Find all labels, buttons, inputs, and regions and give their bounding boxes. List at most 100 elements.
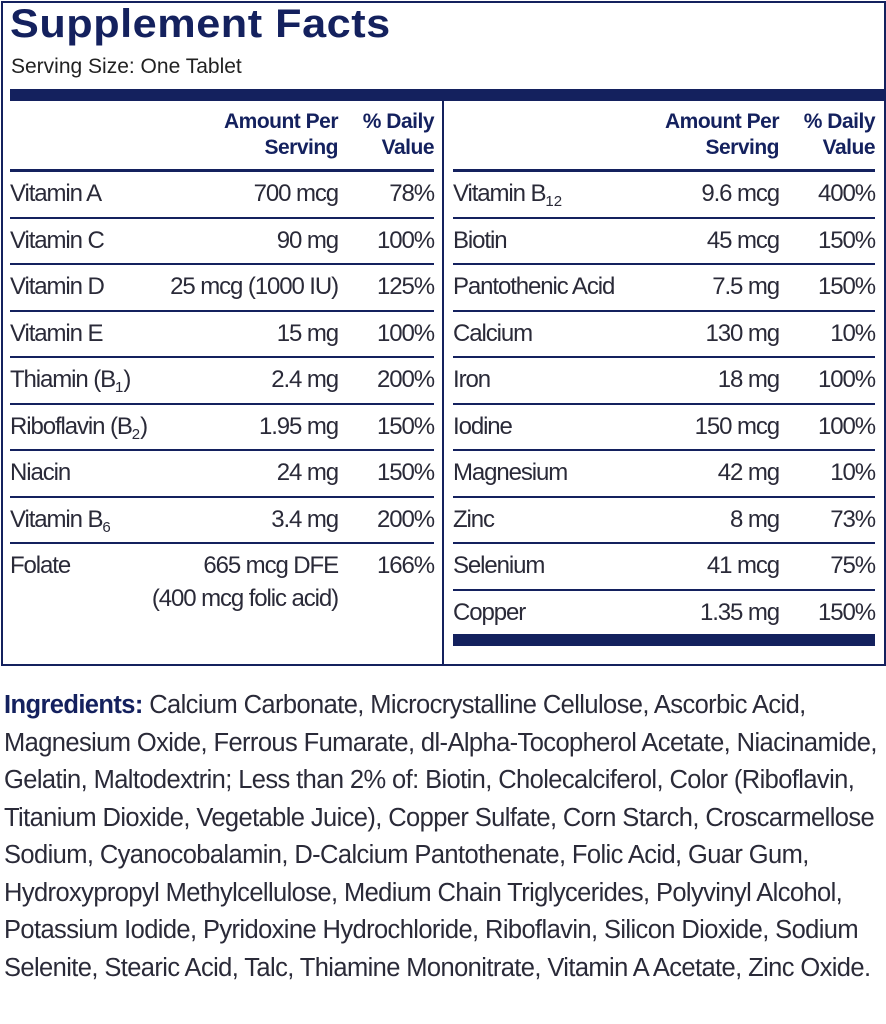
table-row: Vitamin B6 3.4 mg 200%: [10, 498, 435, 544]
nutrient-name-suffix: ): [140, 412, 148, 440]
nutrient-name: Vitamin A: [10, 172, 102, 216]
nutrient-name: Niacin: [10, 451, 71, 495]
amount-header-line2: Serving: [705, 136, 779, 159]
nutrient-name: Folate: [10, 544, 71, 588]
ingredients-section: Ingredients: Calcium Carbonate, Microcry…: [4, 687, 886, 987]
daily-value: 75%: [830, 552, 876, 579]
daily-value: 73%: [830, 505, 876, 533]
amount-per-serving: 25 mcg (1000 IU): [170, 273, 339, 300]
amount-per-serving: 665 mcg DFE: [203, 552, 339, 579]
amount-per-serving: 1.95 mg: [258, 412, 339, 440]
nutrient-name-text: Iodine: [453, 412, 513, 440]
amount-header-line2: Serving: [264, 136, 338, 159]
right-nutrient-table: Amount Per Serving % Daily Value Vitamin B12…: [453, 101, 876, 636]
nutrient-name: Vitamin B12: [453, 172, 562, 224]
table-row: Copper 1.35 mg 150%: [453, 591, 876, 636]
table-row: Magnesium 42 mg 10%: [453, 451, 876, 498]
nutrient-name: Iron: [453, 358, 491, 402]
nutrient-name: Selenium: [453, 544, 545, 588]
nutrient-name-text: Vitamin B: [10, 505, 103, 533]
amount-per-serving: 8 mg: [730, 505, 780, 533]
amount-header-line1: Amount Per: [664, 110, 780, 133]
table-row: Vitamin E 15 mg 100%: [10, 312, 435, 358]
table-header: Amount Per Serving % Daily Value: [10, 101, 435, 172]
nutrient-name-text: Vitamin D: [10, 273, 105, 300]
amount-per-serving: 41 mcg: [706, 552, 780, 579]
nutrient-name-text: Iron: [453, 366, 491, 393]
table-row: Zinc 8 mg 73%: [453, 498, 876, 544]
nutrient-name-text: Zinc: [453, 505, 495, 533]
nutrient-name-text: Copper: [453, 598, 526, 626]
table-row: Vitamin C 90 mg 100%: [10, 219, 435, 265]
table-row: Vitamin D 25 mcg (1000 IU) 125%: [10, 265, 435, 312]
nutrient-subscript: 2: [131, 425, 141, 443]
amount-header: Amount Per Serving: [664, 109, 780, 161]
nutrient-subscript: 1: [115, 379, 124, 396]
nutrient-name: Vitamin B6: [10, 498, 111, 550]
dv-header-line2: Value: [381, 136, 435, 159]
ingredients-text: Calcium Carbonate, Microcrystalline Cell…: [4, 691, 877, 982]
daily-value: 400%: [818, 180, 876, 207]
amount-per-serving: 24 mg: [276, 459, 339, 486]
nutrient-name: Vitamin C: [10, 219, 105, 263]
daily-value: 200%: [377, 366, 435, 393]
nutrient-name-text: Pantothenic Acid: [453, 273, 615, 300]
nutrient-name-text: Vitamin B: [453, 180, 546, 207]
page-title: Supplement Facts: [10, 2, 391, 46]
nutrient-name-text: Vitamin C: [10, 226, 105, 254]
supplement-facts-panel: [1, 1, 886, 666]
ingredients-label: Ingredients:: [4, 691, 143, 719]
nutrient-name-text: Biotin: [453, 226, 508, 254]
daily-value: 100%: [377, 319, 435, 347]
table-row: Niacin 24 mg 150%: [10, 451, 435, 498]
table-row: Folate 665 mcg DFE (400 mcg folic acid) 166…: [10, 544, 435, 624]
nutrient-name-text: Riboflavin (B: [10, 412, 133, 440]
daily-value: 200%: [377, 505, 435, 533]
dv-header-line1: % Daily: [362, 110, 435, 133]
daily-value: 100%: [818, 366, 876, 393]
nutrient-name-text: Folate: [10, 552, 71, 579]
nutrient-name-text: Magnesium: [453, 459, 568, 486]
bottom-rule: [453, 634, 875, 646]
amount-per-serving: 7.5 mg: [712, 273, 780, 300]
nutrient-name-text: Vitamin A: [10, 180, 102, 207]
daily-value: 150%: [818, 226, 876, 254]
nutrient-name-text: Selenium: [453, 552, 545, 579]
amount-per-serving: 1.35 mg: [699, 598, 780, 626]
daily-value: 150%: [377, 459, 435, 486]
table-row: Vitamin B12 9.6 mcg 400%: [453, 172, 876, 219]
amount-per-serving: 15 mg: [276, 319, 339, 347]
left-nutrient-table: Amount Per Serving % Daily Value Vitamin A 70…: [10, 101, 435, 624]
nutrient-name: Copper: [453, 591, 526, 635]
nutrient-subscript: 6: [102, 518, 111, 536]
daily-value: 150%: [377, 412, 435, 440]
nutrient-name: Calcium: [453, 312, 533, 356]
table-header: Amount Per Serving % Daily Value: [453, 101, 876, 172]
table-row: Vitamin A 700 mcg 78%: [10, 172, 435, 219]
daily-value: 150%: [818, 598, 876, 626]
nutrient-name: Magnesium: [453, 451, 568, 495]
top-rule: [10, 89, 884, 101]
table-row: Thiamin (B1) 2.4 mg 200%: [10, 358, 435, 405]
daily-value: 150%: [818, 273, 876, 300]
nutrient-name-text: Calcium: [453, 319, 533, 347]
table-row: Pantothenic Acid 7.5 mg 150%: [453, 265, 876, 312]
nutrient-subscript: 12: [545, 193, 563, 210]
daily-value: 78%: [389, 180, 435, 207]
amount-per-serving: 42 mg: [717, 459, 780, 486]
nutrient-name: Thiamin (B1): [10, 358, 131, 410]
table-row: Riboflavin (B2) 1.95 mg 150%: [10, 405, 435, 451]
table-row: Iodine 150 mcg 100%: [453, 405, 876, 451]
nutrient-name-text: Niacin: [10, 459, 71, 486]
table-row: Iron 18 mg 100%: [453, 358, 876, 405]
daily-value: 10%: [830, 319, 876, 347]
nutrient-name: Biotin: [453, 219, 508, 263]
nutrient-name-text: Thiamin (B: [10, 366, 116, 393]
daily-value: 125%: [377, 273, 435, 300]
column-divider: [442, 101, 444, 664]
amount-per-serving: 3.4 mg: [271, 505, 339, 533]
dv-header: % Daily Value: [804, 109, 876, 161]
daily-value: 100%: [818, 412, 876, 440]
amount-per-serving: 150 mcg: [694, 412, 780, 440]
amount-per-serving: 90 mg: [276, 226, 339, 254]
